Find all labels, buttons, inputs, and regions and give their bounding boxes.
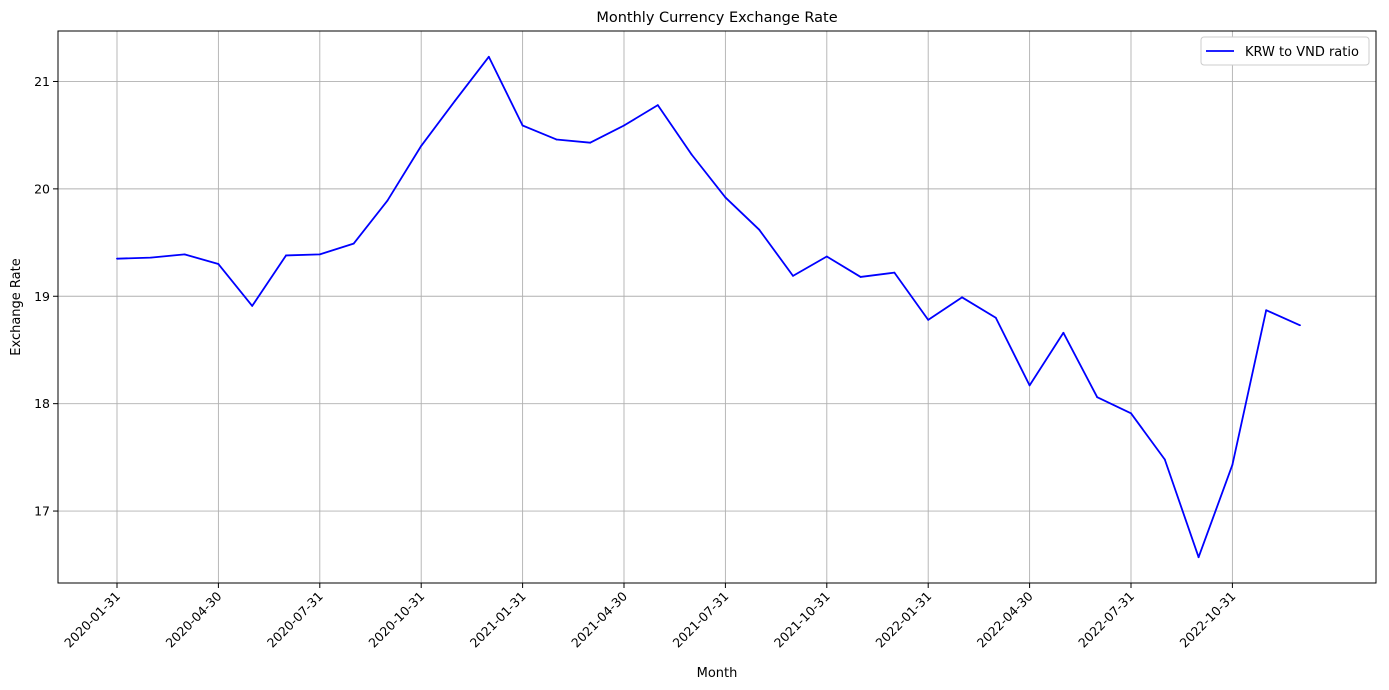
- data-point: [724, 196, 727, 199]
- data-point: [690, 153, 693, 156]
- y-tick-label: 19: [34, 289, 50, 304]
- x-tick-label: 2021-01-31: [467, 589, 529, 651]
- data-point: [758, 228, 761, 231]
- data-point: [893, 271, 896, 274]
- series-layer: [116, 55, 1301, 559]
- x-tick-label: 2020-07-31: [264, 589, 326, 651]
- data-point: [994, 316, 997, 319]
- data-point: [927, 318, 930, 321]
- x-tick-label: 2020-01-31: [61, 589, 123, 651]
- data-point: [1028, 384, 1031, 387]
- data-point: [149, 256, 152, 259]
- data-point: [251, 305, 254, 307]
- data-point: [285, 254, 287, 257]
- data-point: [555, 138, 558, 141]
- data-point: [589, 141, 592, 144]
- data-point: [217, 263, 220, 265]
- data-point: [1299, 324, 1301, 327]
- data-point: [859, 276, 862, 278]
- data-point: [521, 124, 524, 127]
- x-tick-label: 2021-04-30: [568, 588, 630, 650]
- chart-title: Monthly Currency Exchange Rate: [596, 10, 837, 26]
- data-point: [1130, 412, 1132, 415]
- y-axis-title: Exchange Rate: [9, 258, 24, 355]
- x-tick-label: 2021-10-31: [771, 589, 833, 651]
- legend: KRW to VND ratio: [1200, 36, 1370, 66]
- legend-label: KRW to VND ratio: [1245, 45, 1359, 60]
- data-point: [1197, 556, 1200, 559]
- data-point: [961, 296, 963, 299]
- x-tick-label: 2022-01-31: [872, 589, 934, 651]
- data-point: [420, 145, 423, 147]
- plot-frame: [57, 30, 1377, 584]
- series-line-0: [116, 55, 1301, 559]
- y-axis-ticks: 17 18 19 20 21: [34, 74, 58, 519]
- y-tick-label: 20: [34, 181, 50, 196]
- data-point: [1062, 331, 1065, 334]
- x-axis-ticks: 2020-01-31 2020-04-30 2020-07-31 2020-10-31…: [61, 583, 1239, 651]
- x-tick-label: 2021-07-31: [670, 589, 732, 651]
- legend-box: [1200, 36, 1370, 66]
- data-point: [183, 253, 186, 256]
- data-point: [487, 55, 490, 58]
- x-tick-label: 2022-07-31: [1075, 589, 1137, 651]
- data-point: [1231, 463, 1234, 466]
- data-point: [352, 242, 355, 245]
- x-axis-title: Month: [697, 666, 738, 681]
- data-point: [623, 124, 625, 127]
- x-tick-label: 2020-10-31: [365, 589, 427, 651]
- data-point: [792, 274, 794, 277]
- data-point: [116, 257, 118, 260]
- y-tick-label: 17: [34, 504, 50, 519]
- data-point: [656, 104, 659, 106]
- data-point: [454, 99, 456, 102]
- x-tick-label: 2022-10-31: [1177, 589, 1239, 651]
- data-point: [1265, 309, 1268, 312]
- data-point: [1096, 396, 1099, 399]
- data-point: [386, 199, 389, 202]
- x-tick-label: 2022-04-30: [974, 588, 1036, 650]
- y-tick-label: 18: [34, 396, 50, 411]
- data-point: [825, 255, 828, 258]
- x-tick-label: 2020-04-30: [163, 588, 225, 650]
- grid-lines: [58, 31, 1376, 583]
- data-point: [1163, 458, 1166, 461]
- data-point: [318, 253, 321, 256]
- y-tick-label: 21: [34, 74, 50, 89]
